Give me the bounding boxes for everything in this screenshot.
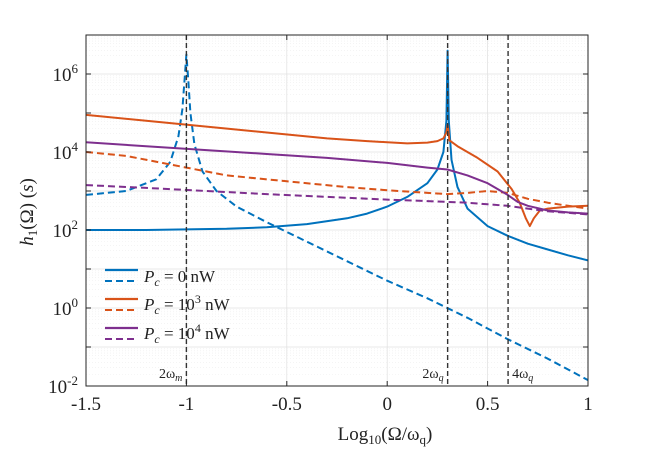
x-tick-labels: -1.5 -1 -0.5 0 0.5 1 bbox=[71, 394, 593, 415]
vline-label-0: 2ωm bbox=[159, 367, 182, 384]
x-tick-label-5: 1 bbox=[583, 394, 593, 415]
legend-label-2: Pc = 104 nW bbox=[143, 321, 231, 346]
x-tick-label-4: 0.5 bbox=[476, 394, 500, 415]
series-line-4 bbox=[86, 141, 588, 215]
series-line-1 bbox=[86, 53, 588, 381]
vertical-lines bbox=[185, 35, 509, 386]
y-tick-label-3: 104 bbox=[53, 139, 79, 164]
axis-ticks bbox=[85, 34, 589, 387]
vline-label-2: 4ωq bbox=[512, 367, 533, 384]
y-tick-label-4: 106 bbox=[53, 61, 79, 86]
y-tick-label-1: 100 bbox=[53, 295, 79, 320]
y-tick-label-2: 102 bbox=[53, 217, 79, 242]
series-line-2 bbox=[86, 113, 588, 228]
x-tick-label-2: -0.5 bbox=[272, 394, 302, 415]
y-tick-label-0: 10-2 bbox=[48, 373, 78, 398]
series-line-3 bbox=[86, 151, 588, 210]
legend: Pc = 0 nW Pc = 103 nW Pc = 104 nW bbox=[105, 267, 231, 346]
legend-label-1: Pc = 103 nW bbox=[143, 292, 231, 317]
y-tick-labels: 10-2 100 102 104 106 bbox=[48, 61, 78, 398]
x-tick-label-0: -1.5 bbox=[71, 394, 101, 415]
legend-label-0: Pc = 0 nW bbox=[143, 267, 216, 289]
series-layer bbox=[86, 49, 588, 381]
vline-annotations: 2ωm 2ωq 4ωq bbox=[159, 367, 533, 384]
series-line-5 bbox=[86, 184, 588, 216]
x-tick-label-1: -1 bbox=[178, 394, 194, 415]
y-axis-label: h1(Ω) (s) bbox=[17, 178, 40, 246]
x-tick-label-3: 0 bbox=[382, 394, 392, 415]
vline-label-1: 2ωq bbox=[422, 367, 443, 384]
plot-frame bbox=[85, 34, 589, 387]
x-axis-label: Log10(Ω/ωq) bbox=[338, 424, 433, 447]
